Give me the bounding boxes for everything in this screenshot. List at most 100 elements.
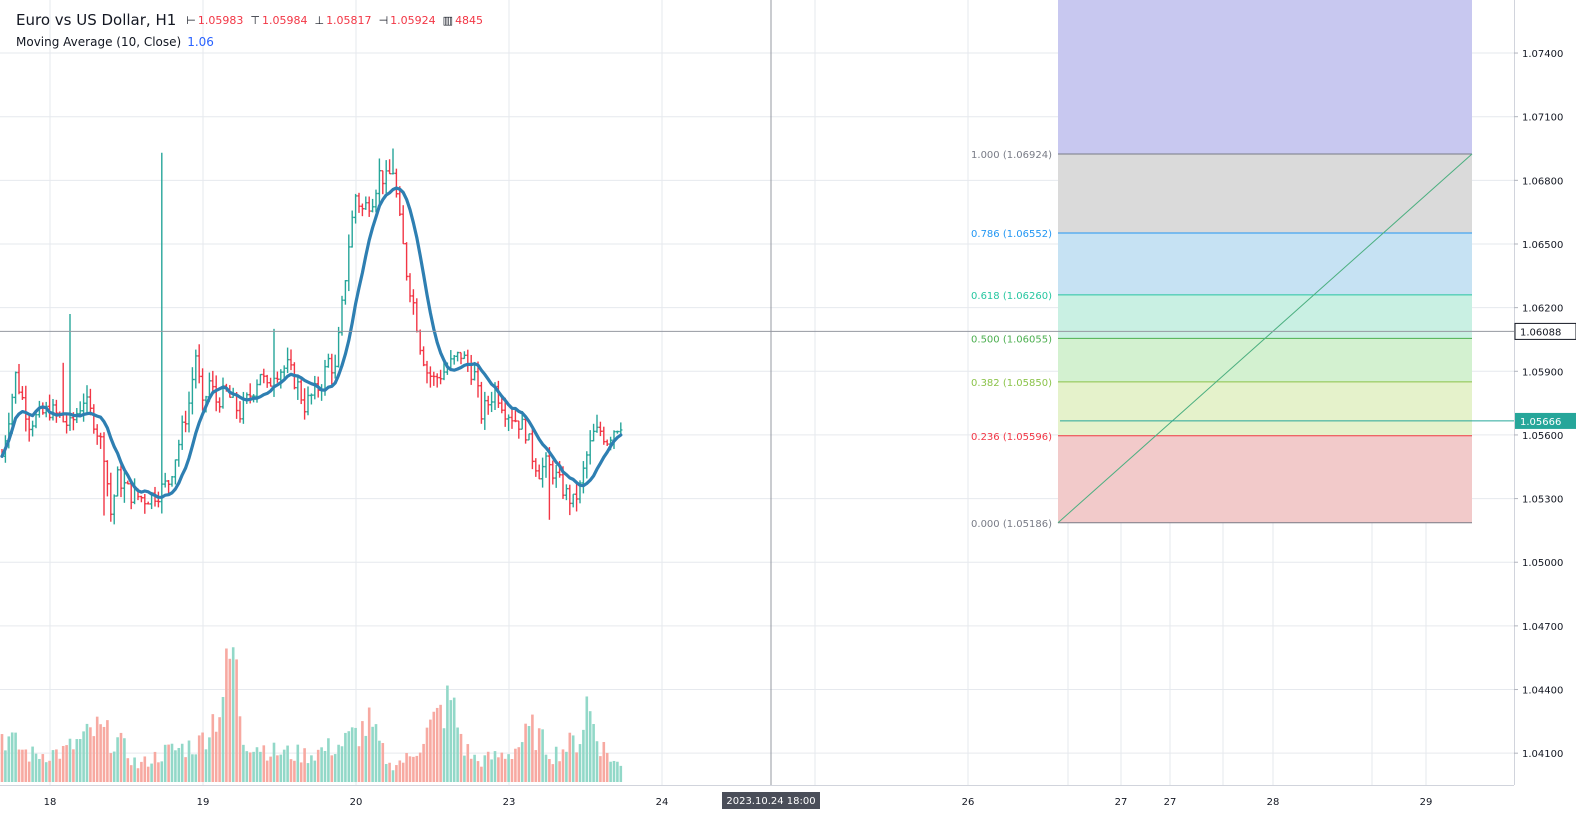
fibonacci-retracement[interactable]: 1.000 (1.06924) 0.786 (1.06552) 0.618 (1.0…	[971, 0, 1473, 530]
volume-bars	[0, 647, 623, 782]
volume-bar	[459, 733, 463, 782]
candle	[68, 314, 72, 431]
volume-bar	[599, 756, 602, 782]
volume-bar	[541, 729, 544, 782]
volume-bar	[429, 719, 432, 782]
candle	[541, 457, 545, 488]
candle	[133, 478, 137, 505]
volume-bar	[456, 727, 459, 782]
candle	[439, 369, 443, 385]
volume-bar	[238, 716, 242, 782]
candle	[408, 273, 412, 303]
volume-bar	[619, 765, 623, 782]
fib-zone	[1058, 338, 1472, 382]
time-tick-label: 24	[656, 797, 669, 808]
volume-bar	[537, 728, 541, 782]
candle	[333, 354, 337, 379]
volume-bar	[571, 735, 575, 782]
candle	[367, 196, 371, 217]
chart-legend: Euro vs US Dollar, H1 ⊢ 1.05983 ⊤ 1.05984 ⊥ 1…	[16, 9, 490, 53]
volume-bar	[323, 750, 327, 782]
candle	[24, 385, 28, 432]
fib-zone	[1058, 154, 1472, 233]
volume-bar	[616, 761, 619, 782]
candle	[143, 493, 147, 514]
volume-bar	[150, 763, 153, 782]
volume-bar	[61, 745, 65, 782]
volume-bar	[269, 756, 272, 782]
candle	[313, 375, 317, 400]
candle	[415, 298, 419, 333]
volume-bar	[272, 742, 276, 782]
candle	[428, 366, 432, 388]
candle	[221, 377, 225, 409]
candle	[602, 426, 606, 445]
volume-bar	[490, 759, 493, 782]
candle	[343, 280, 347, 305]
candle	[360, 203, 364, 217]
candle	[588, 430, 592, 465]
candle	[483, 391, 487, 430]
ohlc-item: ▥ 4845	[443, 14, 483, 27]
volume-bar	[609, 761, 612, 782]
volume-bar	[310, 755, 313, 782]
candle	[105, 460, 109, 497]
moving-average-label[interactable]: Moving Average (10, Close)	[16, 35, 182, 49]
volume-bar	[55, 749, 58, 782]
candle	[598, 421, 602, 437]
volume-bar	[435, 707, 439, 782]
candle	[479, 381, 483, 424]
candle	[384, 160, 388, 194]
time-tick-label: 18	[44, 797, 57, 808]
ohlc-item: ⊢ 1.05983	[186, 14, 243, 27]
volume-bar	[170, 743, 174, 782]
volume-bar	[510, 759, 514, 782]
volume-bar	[327, 738, 330, 782]
volume-bar	[286, 745, 289, 782]
volume-bar	[381, 743, 385, 782]
volume-bar	[313, 760, 317, 782]
price-axis-bg	[1514, 0, 1576, 821]
volume-bar	[340, 746, 344, 782]
candle	[411, 289, 415, 315]
price-tick-label: 1.05300	[1522, 495, 1563, 506]
volume-bar	[401, 762, 405, 782]
volume-bar	[418, 752, 422, 782]
candle	[180, 415, 184, 450]
volume-bar	[316, 749, 320, 782]
candle	[146, 501, 150, 505]
candle	[462, 351, 466, 360]
volume-bar	[575, 752, 578, 782]
volume-bar	[582, 729, 585, 782]
volume-bar	[554, 746, 558, 782]
candle	[547, 447, 551, 520]
candle	[299, 377, 303, 405]
volume-bar	[82, 731, 85, 782]
volume-bar	[27, 761, 31, 782]
price-axis[interactable]: 1.07400 1.07100 1.06800 1.06500 1.06200 1.059…	[1060, 0, 1576, 821]
volume-bar	[561, 749, 565, 782]
volume-bar	[72, 749, 75, 782]
candle	[500, 396, 504, 414]
volume-bar	[425, 727, 429, 782]
volume-bar	[585, 696, 589, 782]
volume-bar	[255, 747, 259, 782]
candle	[551, 460, 555, 485]
indicator-row: Moving Average (10, Close) 1.06	[16, 31, 490, 53]
volume-bar	[78, 739, 82, 782]
symbol-title[interactable]: Euro vs US Dollar, H1	[16, 11, 177, 29]
volume-bar	[442, 728, 446, 782]
candle	[190, 367, 194, 415]
candle	[615, 430, 619, 434]
candle	[126, 480, 130, 485]
volume-bar	[303, 748, 306, 782]
candle	[78, 401, 82, 416]
volume-bar	[242, 744, 245, 782]
candle	[187, 391, 191, 433]
candle	[289, 349, 293, 371]
candle	[82, 393, 86, 422]
candle	[139, 495, 143, 503]
time-axis[interactable]: 18 19 20 23 24 26 27 27 28 29 2023.10.24 18:00	[0, 785, 1514, 821]
svg-text:2023.10.24 18:00: 2023.10.24 18:00	[726, 796, 815, 807]
